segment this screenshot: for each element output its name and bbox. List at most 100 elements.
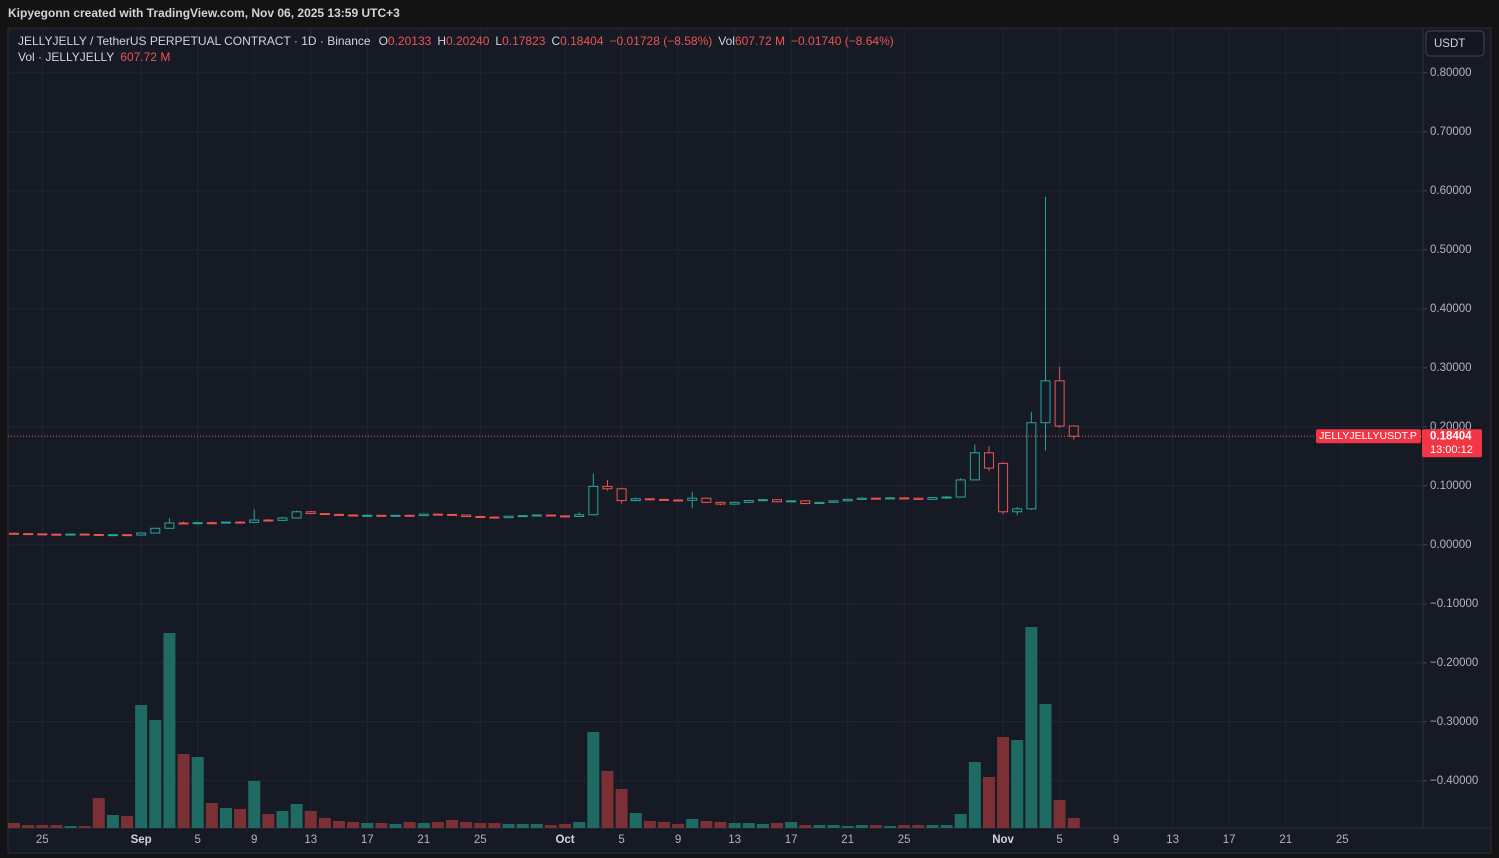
ohlc-value: 0.20133: [388, 34, 432, 48]
volume-bar: [474, 823, 487, 828]
candle-body: [842, 498, 853, 502]
candle-body: [164, 522, 175, 529]
volume-bar: [615, 789, 628, 828]
candle-body: [51, 533, 62, 536]
y-tick-label: −0.30000: [1430, 716, 1478, 728]
x-tick-label: 13: [728, 834, 741, 846]
volume-bar: [813, 825, 826, 828]
volume-bar: [488, 823, 501, 828]
currency[interactable]: USDT: [1434, 38, 1465, 50]
volume-bar: [149, 720, 162, 828]
volume-bar: [940, 825, 953, 828]
candle-body: [701, 497, 712, 503]
volume-bar: [884, 825, 897, 828]
candle-body: [475, 515, 486, 518]
x-tick-label: 25: [36, 834, 49, 846]
currency-button[interactable]: [1425, 30, 1485, 57]
volume-bar: [982, 776, 995, 828]
candle-body: [955, 479, 966, 498]
x-tick-label: 5: [618, 834, 624, 846]
volume-bar: [460, 821, 473, 828]
y-tick-label: −0.10000: [1430, 598, 1478, 610]
candle-body: [503, 515, 514, 519]
volume-bar: [559, 824, 572, 828]
candle-body: [249, 519, 260, 523]
y-tick-label: 0.70000: [1430, 126, 1472, 138]
ohlc-value: 0.20240: [446, 34, 490, 48]
candle-body: [489, 516, 500, 519]
volume-bar: [573, 821, 586, 828]
candle-body: [461, 514, 472, 517]
x-tick-label: 25: [474, 834, 487, 846]
volume-bar: [827, 825, 840, 828]
candle-body: [93, 533, 104, 536]
volume-bar: [121, 815, 134, 828]
x-tick-label: 21: [841, 834, 854, 846]
y-tick-label: 0.00000: [1430, 539, 1472, 551]
candle-body: [122, 534, 133, 537]
ohlc-label: C: [551, 34, 560, 48]
candle-body: [263, 519, 274, 522]
volume-bar: [431, 821, 444, 828]
candle-body: [729, 501, 740, 505]
candle-body: [37, 533, 48, 536]
symbol: JELLYJELLY / TetherUS PERPETUAL CONTRACT…: [18, 34, 371, 48]
price-tag-countdown: 13:00:12: [1430, 444, 1473, 456]
candle-body: [899, 497, 910, 500]
volume-bar: [1053, 800, 1066, 828]
candle-body: [404, 514, 415, 517]
y-tick-label: −0.40000: [1430, 775, 1478, 787]
volume-bar: [248, 780, 261, 828]
symbol-tag: [1316, 429, 1421, 444]
volume-bar: [714, 821, 727, 828]
volume-bar: [968, 761, 981, 828]
candle-body: [786, 500, 797, 503]
candle-body: [856, 497, 867, 500]
volume-bar: [799, 825, 812, 828]
candle-body: [432, 513, 443, 516]
volume-bar: [672, 824, 685, 828]
candle-body: [574, 514, 585, 517]
x-tick-label: 13: [1166, 834, 1179, 846]
grid: 0.80000 0.70000 0.60000 0.50000 0.40000 0.300…: [8, 28, 1478, 846]
x-tick-label: 9: [675, 834, 681, 846]
volume-bar: [347, 821, 360, 828]
candle-body: [1054, 380, 1065, 427]
volume-bar: [1039, 704, 1052, 828]
candle-body: [136, 532, 147, 536]
candle-body: [588, 485, 599, 516]
x-tick-label: 5: [194, 834, 200, 846]
candle-body: [150, 527, 161, 534]
volume-bar: [544, 825, 557, 828]
candle-body: [998, 462, 1009, 513]
volume-legend: Vol · JELLYJELLY 607.72 M: [18, 50, 170, 64]
volume-bar: [163, 633, 176, 828]
volume-bar: [997, 736, 1010, 828]
y-tick-label: 0.30000: [1430, 362, 1472, 374]
candle-body: [616, 488, 627, 502]
volume-bar: [629, 813, 642, 828]
volume-bar: [106, 815, 119, 828]
volume-bar: [8, 823, 20, 828]
volume-bar: [756, 824, 769, 828]
volume-bar: [318, 818, 331, 828]
candle-body: [447, 513, 458, 516]
candle-body: [531, 514, 542, 517]
volume-bar: [954, 814, 967, 828]
x-tick-label: 21: [1279, 834, 1292, 846]
x-tick-label: 13: [304, 834, 317, 846]
candle-body: [885, 497, 896, 500]
volume-bar: [389, 824, 402, 828]
ohlc-label: L: [495, 34, 502, 48]
candle-body: [319, 513, 330, 516]
volume-bar: [417, 823, 430, 828]
ohlc-value: 0.18404: [560, 34, 604, 48]
volume-bar: [869, 825, 882, 828]
volume-bar: [1067, 818, 1080, 828]
volume-bar: [700, 820, 713, 828]
candle-body: [602, 485, 613, 490]
volume-bar: [1011, 740, 1024, 828]
chart-frame: [7, 27, 1492, 854]
volume-bar: [841, 825, 854, 828]
